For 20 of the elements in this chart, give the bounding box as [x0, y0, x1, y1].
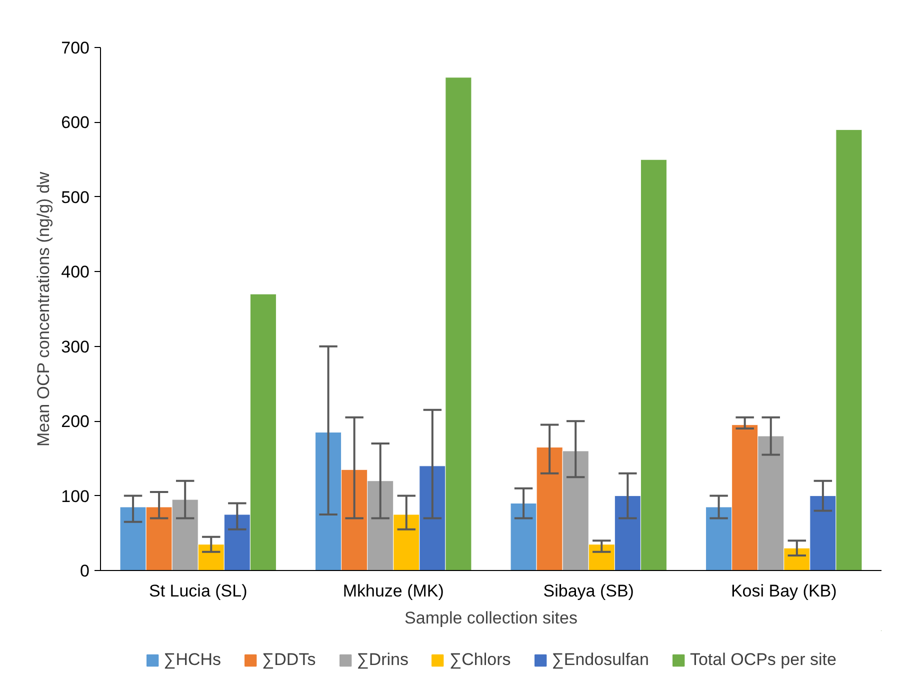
legend-label: ∑DDTs [262, 650, 316, 670]
y-axis-title: Mean OCP concentrations (ng/g) dw [34, 171, 54, 446]
y-tick-label: 400 [61, 262, 90, 282]
legend-label: ∑Drins [356, 650, 409, 670]
y-tick-label: 700 [61, 38, 90, 58]
y-tick-label: 0 [80, 562, 90, 580]
y-tick-label: 200 [61, 412, 90, 432]
legend-label: ∑Chlors [450, 650, 511, 670]
y-tick-label: 500 [61, 188, 90, 207]
y-tick-label: 100 [61, 486, 90, 506]
x-tick-label: Sibaya (SB) [543, 582, 634, 600]
legend-label: ∑Endosulfan [552, 650, 649, 670]
x-tick-label: St Lucia (SL) [148, 582, 248, 600]
x-axis-title: Sample collection sites [404, 608, 578, 628]
legend-label: ∑HCHs [164, 650, 222, 670]
y-tick-label: 600 [61, 113, 90, 132]
x-tick-label: Kosi Bay (KB) [730, 582, 837, 600]
legend-label: Total OCPs per site [690, 650, 836, 670]
y-tick-label: 300 [61, 337, 90, 356]
x-tick-label: Mkhuze (MK) [342, 582, 444, 600]
